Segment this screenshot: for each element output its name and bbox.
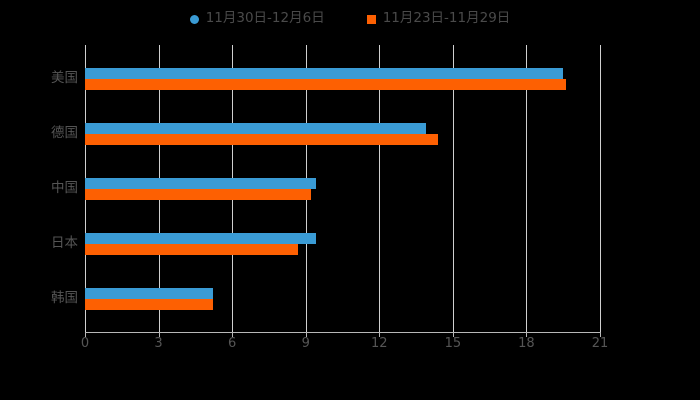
y-axis-label-中国: 中国 bbox=[51, 180, 78, 196]
y-axis-label-德国: 德国 bbox=[51, 125, 78, 141]
x-tick-label-0: 0 bbox=[80, 336, 90, 351]
x-tick-label-21: 21 bbox=[591, 336, 609, 351]
x-tick-mark-2 bbox=[232, 332, 234, 337]
x-tick-label-3: 3 bbox=[154, 336, 163, 351]
chart-legend: 11月30日-12月6日 11月23日-11月29日 bbox=[0, 8, 700, 30]
bar-韩国-series-1[interactable] bbox=[85, 299, 213, 310]
gridline-x-4 bbox=[379, 45, 381, 332]
bar-美国-series-0[interactable] bbox=[85, 68, 564, 79]
legend-item-series-0[interactable]: 11月30日-12月6日 bbox=[189, 10, 325, 27]
legend-item-series-1[interactable]: 11月23日-11月29日 bbox=[366, 10, 511, 27]
bar-韩国-series-0[interactable] bbox=[85, 288, 213, 299]
x-axis-line bbox=[85, 332, 601, 333]
legend-marker-circle-icon bbox=[189, 14, 199, 24]
gridline-x-5 bbox=[452, 45, 454, 332]
bar-美国-series-1[interactable] bbox=[85, 79, 566, 90]
bar-中国-series-1[interactable] bbox=[85, 189, 311, 200]
legend-marker-square-icon bbox=[366, 14, 376, 24]
x-tick-mark-1 bbox=[158, 332, 160, 337]
x-tick-mark-6 bbox=[526, 332, 528, 337]
legend-label-series-1: 11月23日-11月29日 bbox=[382, 10, 511, 27]
y-axis-label-美国: 美国 bbox=[51, 70, 78, 86]
x-tick-mark-3 bbox=[305, 332, 307, 337]
bar-日本-series-0[interactable] bbox=[85, 233, 316, 244]
x-tick-label-18: 18 bbox=[518, 336, 535, 351]
y-axis-label-韩国: 韩国 bbox=[51, 290, 78, 306]
gridline-x-7 bbox=[600, 45, 601, 332]
y-axis-category-labels: 美国德国中国日本韩国 bbox=[0, 0, 78, 400]
bar-德国-series-0[interactable] bbox=[85, 123, 426, 134]
bar-中国-series-0[interactable] bbox=[85, 178, 316, 189]
x-tick-mark-7 bbox=[600, 332, 601, 337]
x-tick-mark-5 bbox=[452, 332, 454, 337]
x-tick-label-6: 6 bbox=[228, 336, 237, 351]
x-tick-label-15: 15 bbox=[444, 336, 462, 351]
plot-area bbox=[85, 45, 601, 332]
gridline-x-6 bbox=[526, 45, 528, 332]
bar-日本-series-1[interactable] bbox=[85, 244, 299, 255]
bar-德国-series-1[interactable] bbox=[85, 134, 439, 145]
x-tick-mark-0 bbox=[85, 332, 86, 337]
legend-label-series-0: 11月30日-12月6日 bbox=[205, 10, 325, 27]
x-tick-label-9: 9 bbox=[301, 336, 310, 351]
x-tick-label-12: 12 bbox=[371, 336, 388, 351]
x-tick-mark-4 bbox=[379, 332, 381, 337]
y-axis-label-日本: 日本 bbox=[51, 235, 78, 251]
